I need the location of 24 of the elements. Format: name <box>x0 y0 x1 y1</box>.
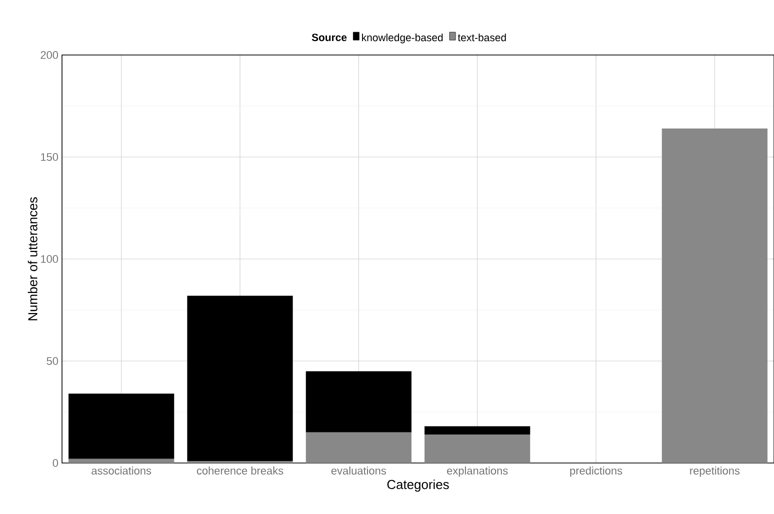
x-tick-label: explanations <box>447 466 508 477</box>
bar <box>424 434 530 463</box>
y-tick-label: 200 <box>40 51 58 59</box>
bar <box>662 128 768 463</box>
x-tick-label: predictions <box>570 466 622 477</box>
x-tick-label: coherence breaks <box>196 466 284 475</box>
y-axis-title: Number of utterances <box>28 197 38 320</box>
x-tick-label: repetitions <box>690 466 740 477</box>
bar <box>306 371 412 432</box>
y-tick-label: 50 <box>46 357 58 365</box>
bar <box>306 432 412 463</box>
legend-label: text-based <box>458 34 506 42</box>
y-tick-label: 150 <box>41 153 58 161</box>
bar <box>424 426 530 434</box>
bar <box>68 394 174 459</box>
bar <box>187 296 293 461</box>
y-tick-label: 0 <box>52 459 58 467</box>
y-tick-label: 100 <box>41 255 58 263</box>
legend-label: knowledge-based <box>362 34 443 44</box>
bar <box>68 458 174 463</box>
legend-title: Source <box>312 34 347 42</box>
x-tick-label: evaluations <box>331 466 386 475</box>
x-tick-label: associations <box>92 466 152 475</box>
x-axis-title: Categories <box>387 480 449 492</box>
